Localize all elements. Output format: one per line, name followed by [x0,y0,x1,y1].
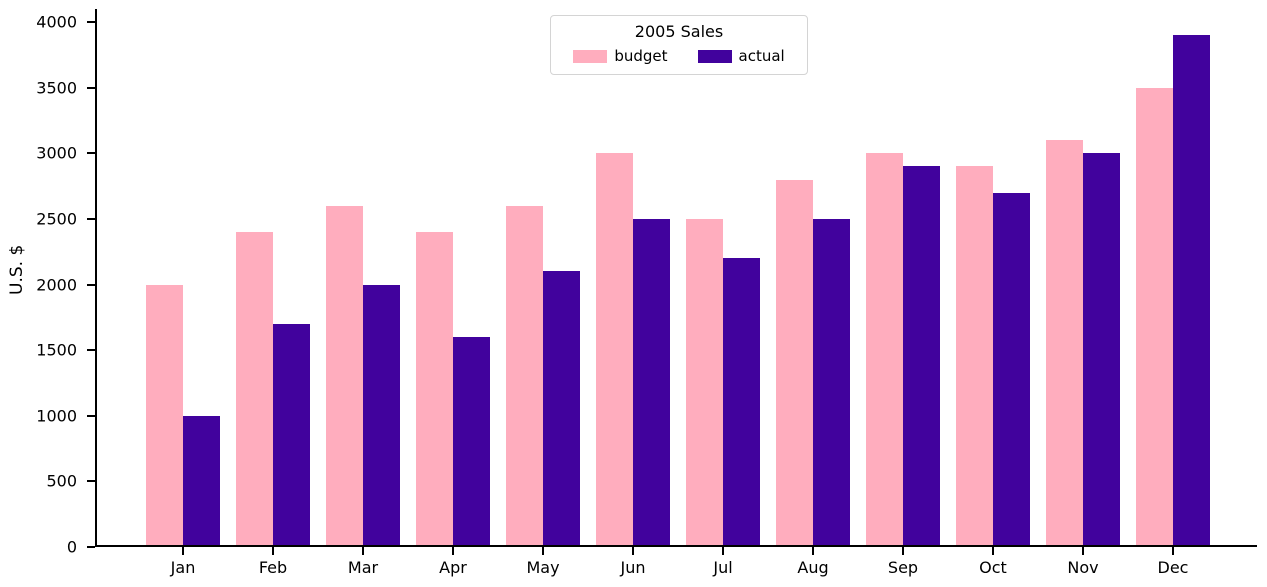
x-tick-label-jan: Jan [170,558,196,577]
y-tick-mark-1000 [87,414,95,417]
bar-budget-sep [866,153,903,547]
y-axis-label: U.S. $ [7,244,27,295]
y-tick-mark-1500 [87,349,95,352]
x-tick-mark-sep [902,547,904,555]
y-tick-label-2500: 2500 [36,209,77,229]
y-tick-mark-3000 [87,152,95,155]
legend-item-actual: actual [697,47,785,65]
bar-actual-aug [813,219,850,547]
legend-label-budget: budget [614,47,668,65]
y-tick-mark-2500 [87,217,95,220]
x-tick-label-may: May [526,558,560,577]
y-tick-label-1500: 1500 [36,340,77,360]
x-tick-mark-apr [452,547,454,555]
bar-actual-mar [363,285,400,547]
legend-label-actual: actual [738,47,785,65]
x-tick-mark-mar [362,547,364,555]
x-tick-label-nov: Nov [1067,558,1099,577]
x-tick-mark-jan [182,547,184,555]
bar-actual-jan [183,416,220,547]
bar-budget-nov [1046,140,1083,547]
bar-budget-apr [416,232,453,547]
plot-area: 0 500 1000 1500 2000 2500 3000 3500 4000 Jan Feb Ma… [36,9,1257,577]
y-tick-label-3000: 3000 [36,143,77,163]
bar-actual-jul [723,258,760,547]
x-tick-mark-dec [1172,547,1174,555]
legend-swatch-actual [697,49,732,63]
x-tick-label-jun: Jun [620,558,646,577]
x-tick-mark-nov [1082,547,1084,555]
y-tick-label-500: 500 [46,471,77,491]
x-tick-label-sep: Sep [887,558,919,577]
legend: 2005 Sales budget actual [550,15,808,75]
legend-title: 2005 Sales [634,22,724,41]
x-tick-label-oct: Oct [979,558,1007,577]
x-tick-mark-feb [272,547,274,555]
bar-actual-dec [1173,35,1210,547]
bar-budget-aug [776,180,813,547]
x-tick-mark-jun [632,547,634,555]
bar-budget-jun [596,153,633,547]
x-tick-mark-aug [812,547,814,555]
bar-actual-sep [903,166,940,547]
x-tick-label-apr: Apr [439,558,467,577]
bar-actual-apr [453,337,490,547]
bar-actual-nov [1083,153,1120,547]
x-tick-label-aug: Aug [797,558,829,577]
y-axis-spine [95,9,97,547]
y-tick-label-2000: 2000 [36,275,77,295]
legend-item-budget: budget [573,47,668,65]
y-tick-mark-0 [87,546,95,548]
bar-actual-oct [993,193,1030,547]
bar-budget-feb [236,232,273,547]
bar-budget-oct [956,166,993,547]
y-tick-label-3500: 3500 [36,78,77,98]
y-tick-mark-3500 [87,86,95,89]
bar-budget-jan [146,285,183,547]
bar-actual-may [543,271,580,547]
x-tick-mark-may [542,547,544,555]
legend-items: budget actual [559,47,799,65]
x-tick-label-jul: Jul [713,558,733,577]
y-tick-mark-2000 [87,283,95,286]
x-tick-mark-jul [722,547,724,555]
bar-actual-feb [273,324,310,547]
y-tick-mark-500 [87,480,95,483]
x-tick-label-feb: Feb [258,558,288,577]
bar-actual-jun [633,219,670,547]
bar-budget-may [506,206,543,547]
x-tick-label-dec: Dec [1157,558,1189,577]
x-tick-mark-oct [992,547,994,555]
y-tick-mark-4000 [87,21,95,24]
bar-budget-dec [1136,88,1173,547]
bar-budget-mar [326,206,363,547]
y-tick-label-0: 0 [66,537,77,557]
legend-swatch-budget [573,49,608,63]
y-tick-label-4000: 4000 [36,12,77,32]
bar-budget-jul [686,219,723,547]
x-axis-spine [95,545,1257,547]
y-tick-label-1000: 1000 [36,406,77,426]
x-tick-label-mar: Mar [347,558,379,577]
